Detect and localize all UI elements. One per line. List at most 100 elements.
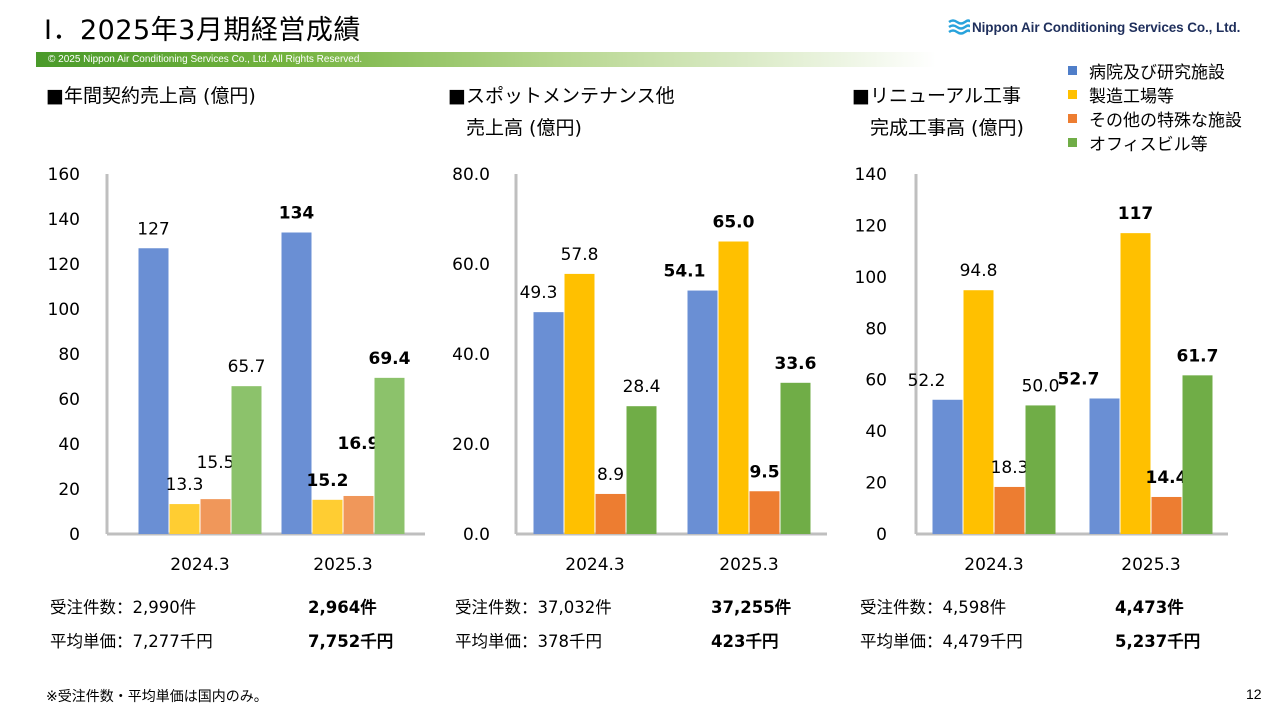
bar-prev xyxy=(231,386,262,534)
stat-current-value: 5,237千円 xyxy=(1115,632,1201,651)
legend-item-office: オフィスビル等 xyxy=(1068,130,1242,155)
stat-prev-value: 受注件数：4,598件 xyxy=(860,598,1007,617)
bar-current xyxy=(281,232,312,534)
legend-item-factory: 製造工場等 xyxy=(1068,82,1242,107)
bar-data-label: 117 xyxy=(1118,204,1154,224)
bar-data-label: 54.1 xyxy=(664,262,706,282)
bar-data-label: 65.7 xyxy=(228,357,266,377)
stats-spot-maintenance: 受注件数：37,032件 37,255件 平均単価：378千円 423千円 xyxy=(455,594,815,662)
x-category-label: 2025.3 xyxy=(1121,555,1180,575)
stats-renewal-work: 受注件数：4,598件 4,473件 平均単価：4,479千円 5,237千円 xyxy=(860,594,1240,662)
bar-prev xyxy=(533,312,564,534)
stat-row-unit-price: 平均単価：7,277千円 7,752千円 xyxy=(50,628,410,662)
bar-data-label: 127 xyxy=(137,219,169,239)
y-tick-label: 100 xyxy=(855,268,887,288)
bar-data-label: 50.0 xyxy=(1022,376,1060,396)
stat-current-value: 7,752千円 xyxy=(308,632,394,651)
company-logo: Nippon Air Conditioning Services Co., Lt… xyxy=(948,18,1240,36)
stat-current-value: 423千円 xyxy=(711,632,779,651)
y-tick-label: 60 xyxy=(58,390,80,410)
legend-label: オフィスビル等 xyxy=(1089,134,1208,155)
stat-prev-value: 受注件数：37,032件 xyxy=(455,598,612,617)
x-category-label: 2024.3 xyxy=(170,555,229,575)
chart-title-renewal-work: ■リニューアル工事 完成工事高 (億円) xyxy=(852,80,1024,144)
y-tick-label: 40.0 xyxy=(452,345,490,365)
bar-data-label: 52.2 xyxy=(908,371,946,391)
bar-prev xyxy=(564,273,595,534)
stat-prev-value: 平均単価：7,277千円 xyxy=(50,632,213,651)
stat-prev-value: 平均単価：4,479千円 xyxy=(860,632,1023,651)
bar-data-label: 15.2 xyxy=(307,471,349,491)
chart-title-annual-contract: ■年間契約売上高 (億円) xyxy=(46,80,256,112)
bar-prev xyxy=(932,399,963,534)
bar-data-label: 94.8 xyxy=(960,261,998,281)
stat-row-orders: 受注件数：4,598件 4,473件 xyxy=(860,594,1240,628)
y-tick-label: 80 xyxy=(865,319,887,339)
bar-data-label: 134 xyxy=(279,204,315,224)
x-category-label: 2025.3 xyxy=(313,555,372,575)
chart-title-spot-maintenance: ■スポットメンテナンス他 売上高 (億円) xyxy=(448,80,675,144)
bar-data-label: 61.7 xyxy=(1177,346,1219,366)
bar-prev xyxy=(1025,405,1056,534)
y-tick-label: 0 xyxy=(876,525,887,545)
header-band xyxy=(36,52,936,67)
legend-label: 製造工場等 xyxy=(1089,86,1174,107)
legend-swatch xyxy=(1068,137,1077,147)
bar-current xyxy=(343,495,374,534)
bar-data-label: 69.4 xyxy=(369,349,411,369)
y-tick-label: 100 xyxy=(48,300,80,320)
stat-row-unit-price: 平均単価：4,479千円 5,237千円 xyxy=(860,628,1240,662)
bar-prev xyxy=(595,493,626,534)
stat-row-unit-price: 平均単価：378千円 423千円 xyxy=(455,628,815,662)
bar-prev xyxy=(626,406,657,534)
bar-current xyxy=(1151,496,1182,534)
x-category-label: 2024.3 xyxy=(565,555,624,575)
chart-title-line: ■スポットメンテナンス他 xyxy=(448,85,675,107)
bar-data-label: 52.7 xyxy=(1058,369,1100,389)
y-tick-label: 20.0 xyxy=(452,435,490,455)
y-tick-label: 40 xyxy=(58,435,80,455)
y-tick-label: 20 xyxy=(58,480,80,500)
logo-wave-icon xyxy=(948,19,970,35)
stat-current-value: 37,255件 xyxy=(711,598,792,617)
legend-swatch xyxy=(1068,113,1077,123)
y-tick-label: 20 xyxy=(865,474,887,494)
bar-current xyxy=(1182,375,1213,534)
bar-data-label: 49.3 xyxy=(520,283,558,303)
stat-prev-value: 平均単価：378千円 xyxy=(455,632,602,651)
bar-current xyxy=(1089,398,1120,534)
logo-text: Nippon Air Conditioning Services Co., Lt… xyxy=(972,19,1241,35)
legend-swatch xyxy=(1068,89,1077,99)
chart-title-line-2: 売上高 (億円) xyxy=(466,117,582,139)
bar-prev xyxy=(200,499,231,534)
stat-current-value: 2,964件 xyxy=(308,598,377,617)
legend-swatch xyxy=(1068,65,1077,75)
bar-current xyxy=(1120,233,1151,534)
y-tick-label: 60 xyxy=(865,371,887,391)
y-tick-label: 80.0 xyxy=(452,165,490,185)
bar-data-label: 13.3 xyxy=(166,475,204,495)
legend-item-hospital: 病院及び研究施設 xyxy=(1068,58,1242,83)
bar-prev xyxy=(994,486,1025,534)
bar-prev xyxy=(138,248,169,534)
bar-current xyxy=(374,377,405,534)
y-tick-label: 40 xyxy=(865,422,887,442)
stats-annual-contract: 受注件数：2,990件 2,964件 平均単価：7,277千円 7,752千円 xyxy=(50,594,410,662)
y-tick-label: 60.0 xyxy=(452,255,490,275)
bar-data-label: 8.9 xyxy=(597,465,624,485)
y-tick-label: 120 xyxy=(855,216,887,236)
x-category-label: 2024.3 xyxy=(964,555,1023,575)
y-tick-label: 140 xyxy=(48,210,80,230)
copyright-text: © 2025 Nippon Air Conditioning Services … xyxy=(48,54,363,65)
stat-row-orders: 受注件数：37,032件 37,255件 xyxy=(455,594,815,628)
bar-data-label: 15.5 xyxy=(197,453,235,473)
legend-label: 病院及び研究施設 xyxy=(1089,62,1225,83)
page-number: 12 xyxy=(1246,686,1262,702)
bar-current xyxy=(312,499,343,534)
chart-title-line: ■年間契約売上高 (億円) xyxy=(46,85,256,107)
legend-label: その他の特殊な施設 xyxy=(1089,110,1242,131)
stat-row-orders: 受注件数：2,990件 2,964件 xyxy=(50,594,410,628)
bar-data-label: 18.3 xyxy=(991,458,1029,478)
bar-prev xyxy=(963,290,994,534)
